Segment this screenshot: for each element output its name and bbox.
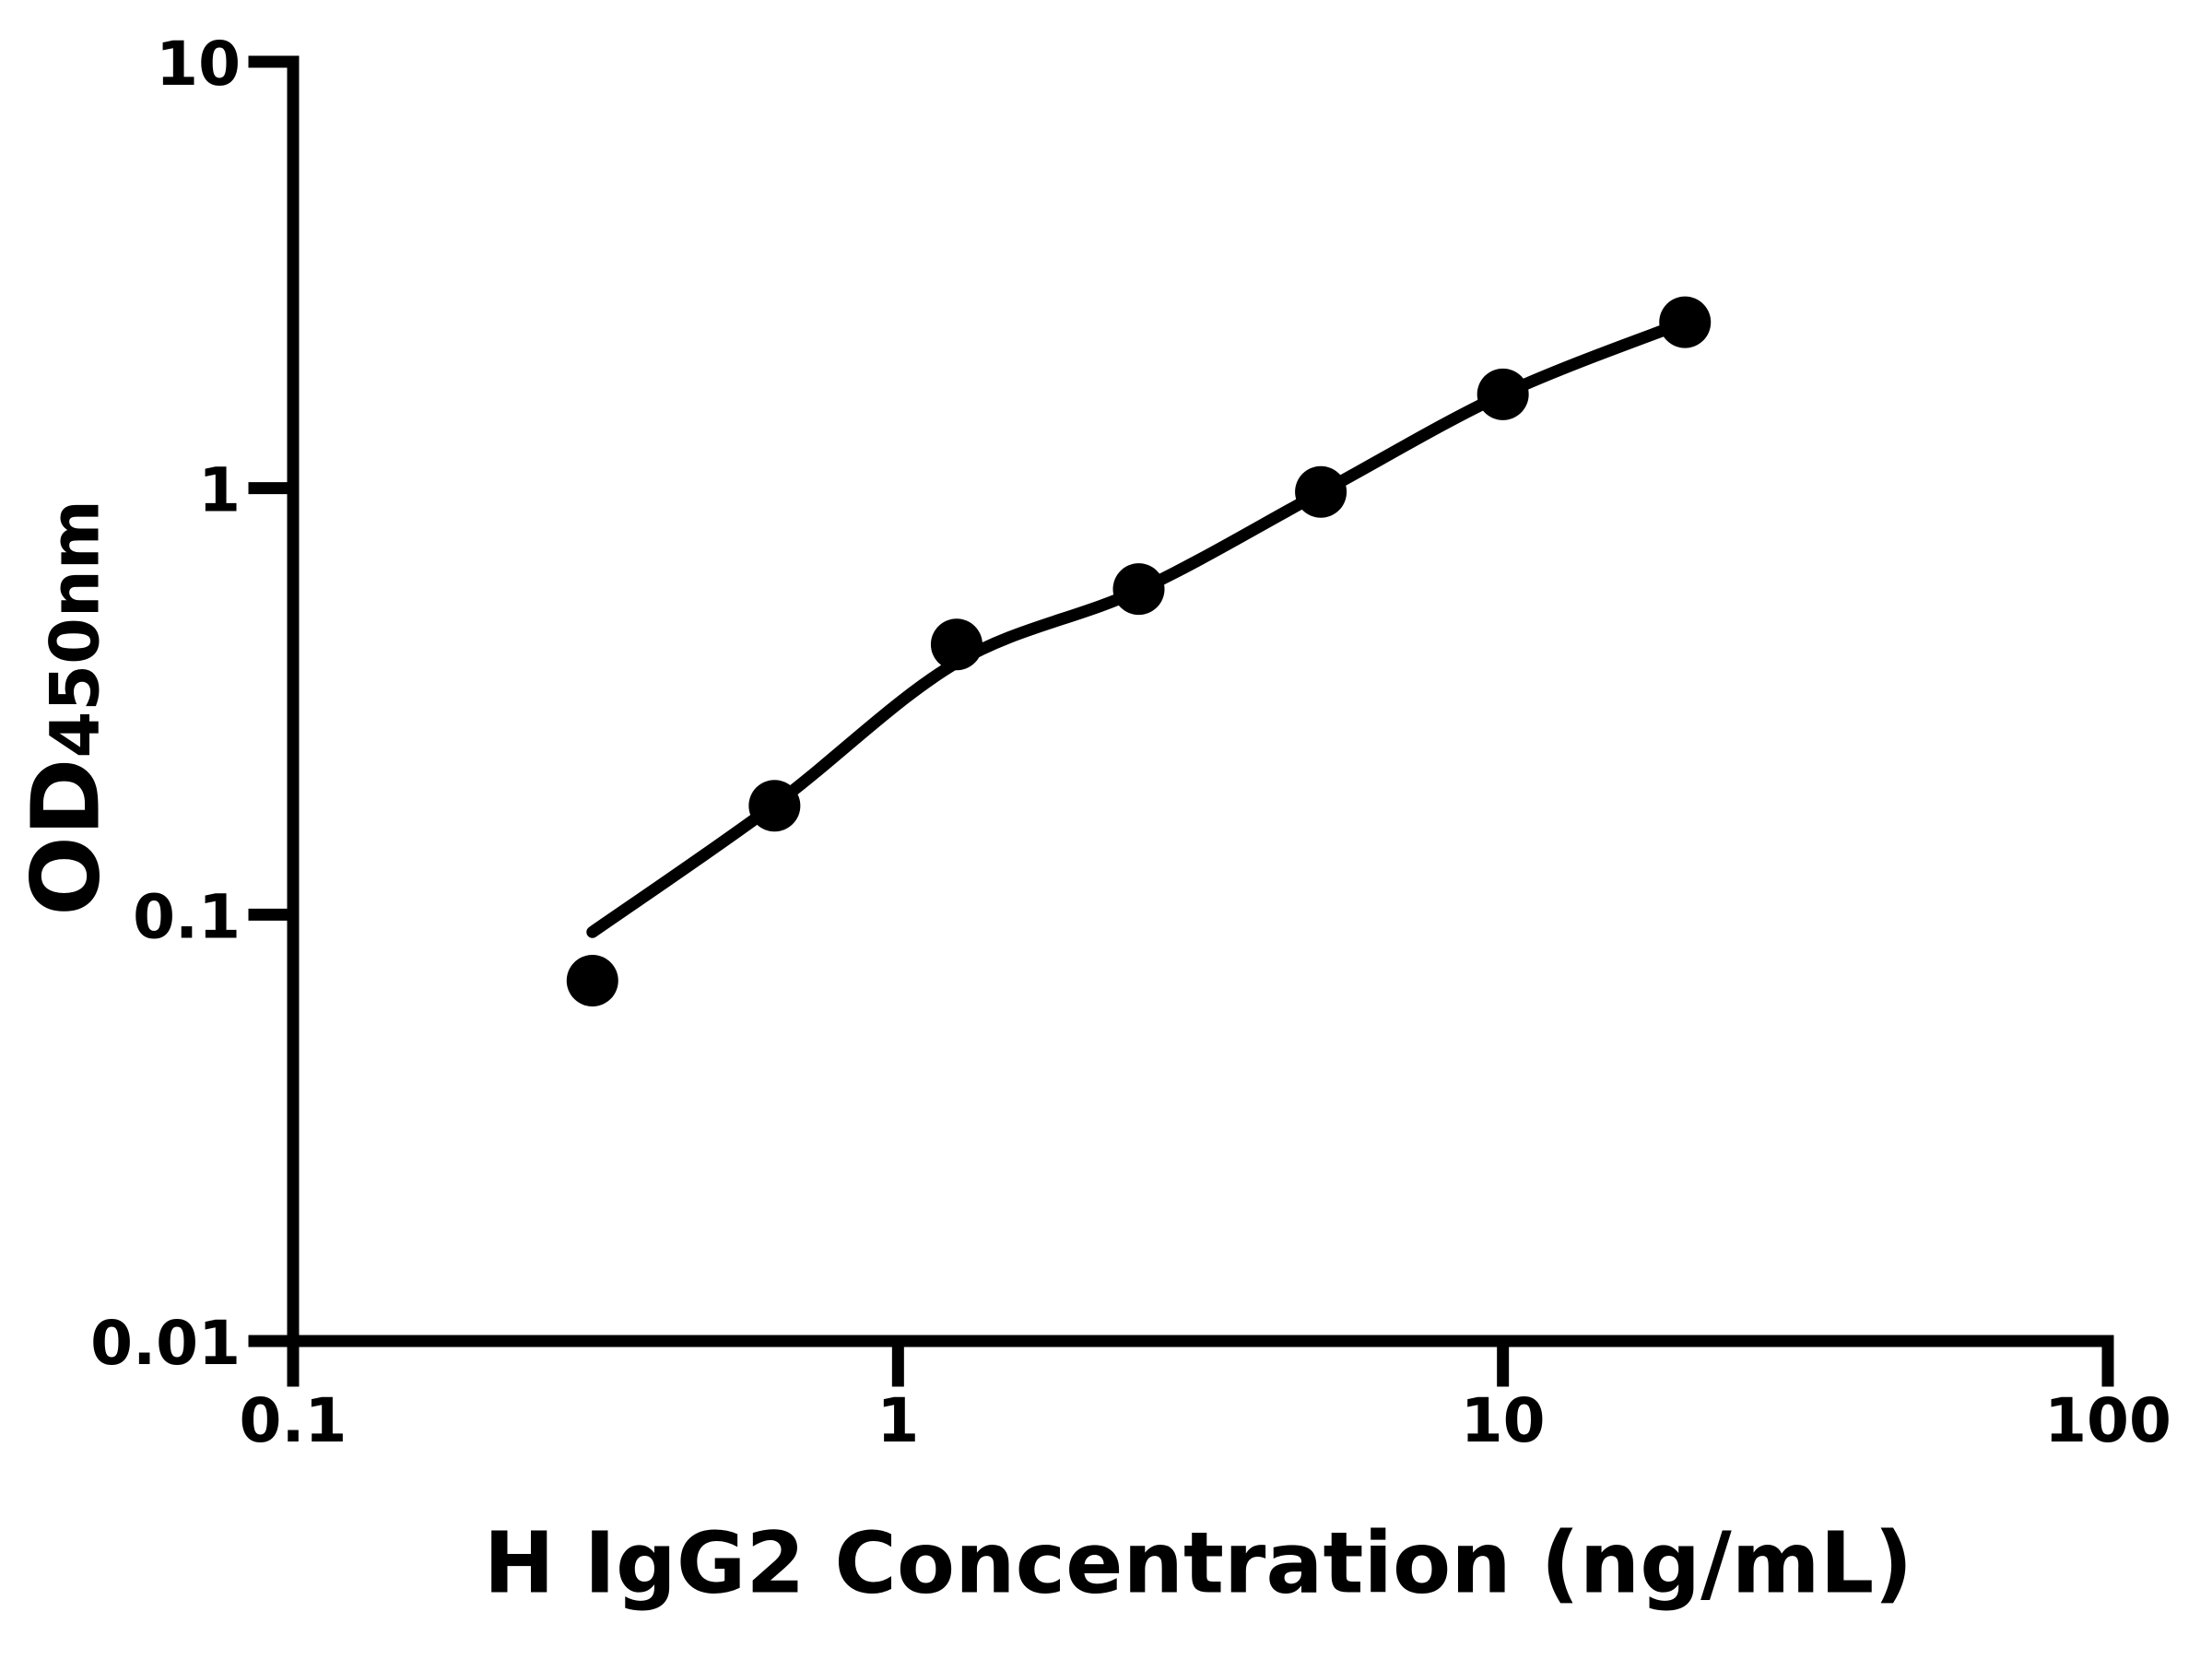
x-tick-label-0.1: 0.1 xyxy=(240,1385,347,1456)
data-point-2 xyxy=(748,780,801,832)
data-point-3 xyxy=(930,618,982,671)
y-axis-title-main: OD xyxy=(11,758,122,916)
data-point-7 xyxy=(1659,296,1712,348)
y-tick-label-1: 1 xyxy=(198,455,241,526)
data-point-5 xyxy=(1295,465,1347,518)
x-axis-title: H IgG2 Concentration (ng/mL) xyxy=(483,1513,1913,1613)
x-tick-label-100: 100 xyxy=(2044,1385,2171,1456)
data-point-6 xyxy=(1477,368,1529,420)
fit-curve xyxy=(586,316,1691,938)
y-tick-label-0.01: 0.01 xyxy=(90,1308,241,1379)
y-tick-label-0.1: 0.1 xyxy=(133,881,241,952)
x-tick-label-1: 1 xyxy=(877,1385,919,1456)
data-point-1 xyxy=(566,955,618,1007)
data-point-4 xyxy=(1112,563,1165,616)
x-tick-label-10: 10 xyxy=(1461,1385,1546,1456)
y-axis-title-sub: 450nm xyxy=(36,500,115,759)
y-axis-title-text: OD450nm xyxy=(12,500,122,916)
y-tick-label-10: 10 xyxy=(156,29,241,100)
